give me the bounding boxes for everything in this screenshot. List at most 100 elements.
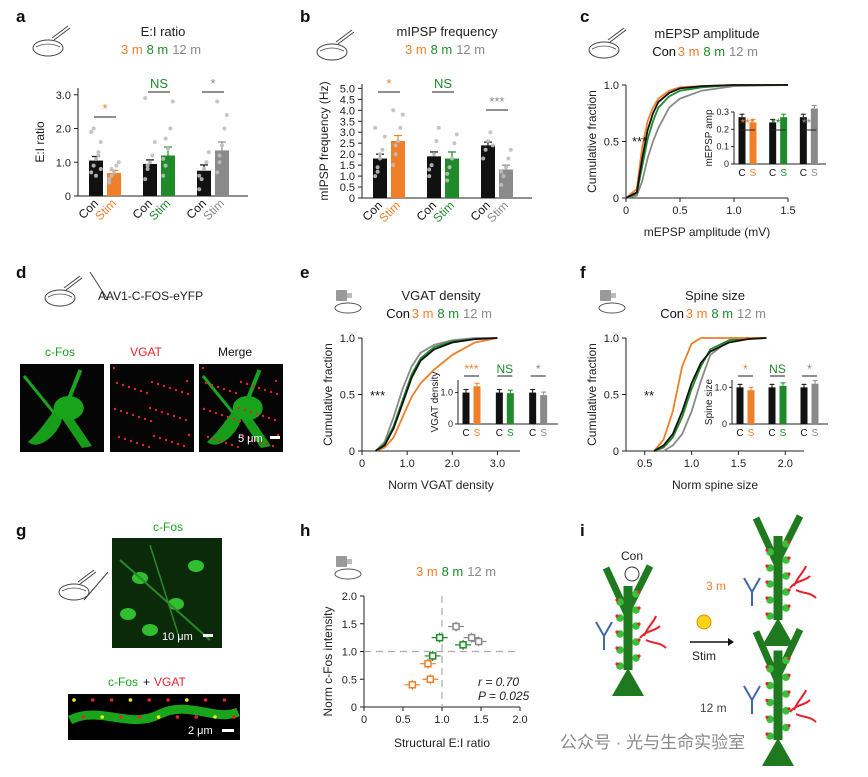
legend-panel_b-1: 8 m xyxy=(431,42,453,57)
micro-vgat-puncta xyxy=(125,411,129,415)
panel_a-xcat-5: Stim xyxy=(200,196,227,223)
brain-icon-panel-d-fiber2 xyxy=(65,277,83,291)
micro-g-puncta xyxy=(232,715,236,719)
schematic-3m-synapse xyxy=(765,564,769,568)
micro-vgat-puncta xyxy=(133,387,137,391)
scale-bar-label: 5 μm xyxy=(238,433,263,445)
panel_b-dot xyxy=(501,174,506,179)
panel_e-inset-bar-5 xyxy=(540,395,548,424)
panel_b-dot xyxy=(396,139,400,143)
scope-icon-panel-h-lens xyxy=(347,559,352,564)
panel_a-dot xyxy=(220,143,224,148)
panel-h-ytick-label: 0 xyxy=(351,702,357,714)
micro-vgat-puncta xyxy=(152,434,156,438)
legend-panel_e-0: Con xyxy=(386,306,410,321)
panel_c-inset-ytick-label: 0 xyxy=(724,159,729,169)
micro-g-puncta xyxy=(119,715,123,719)
legend-panel_c-2: 8 m xyxy=(703,44,725,59)
panel_b-ytick-label: 0 xyxy=(349,193,355,205)
micro-g-puncta xyxy=(175,715,180,719)
schematic-con-synapse xyxy=(615,646,619,650)
panel-h-xtick-label: 0 xyxy=(361,714,367,726)
panel_c-inset-bar-0 xyxy=(738,117,746,164)
panel_a-bar-1 xyxy=(107,173,121,196)
panel_e-xtick-label: 1.0 xyxy=(399,458,414,470)
watermark-text: 公众号 · 光与生命实验室 xyxy=(560,733,745,752)
micro-vgat-puncta xyxy=(187,433,191,437)
panel-h-point-2 xyxy=(424,659,432,668)
panel_c-xlabel: mEPSP amplitude (mV) xyxy=(644,225,771,239)
micro-merge-puncta xyxy=(255,412,259,416)
panel_f-inset-sig-2: * xyxy=(807,362,812,376)
panel-h-xtick-label: 1.5 xyxy=(473,714,488,726)
panel_a-dot xyxy=(152,140,157,144)
panel_a-dot xyxy=(215,170,220,175)
micro-g-puncta xyxy=(109,698,114,702)
injection-needle xyxy=(89,271,109,301)
scope-icon-panel_e xyxy=(336,290,347,301)
panel_e-ylabel: Cumulative fraction xyxy=(321,343,335,446)
panel_a-dot xyxy=(215,99,220,104)
panel_b-dot xyxy=(445,171,450,176)
micro-vgat-puncta xyxy=(158,436,162,440)
brain-icon-panel-g-fold xyxy=(61,587,87,592)
panel-h-point-1 xyxy=(426,675,435,683)
panel_b-dot xyxy=(380,147,385,152)
panel_b-dot xyxy=(504,165,508,170)
panel-g-needle xyxy=(83,571,109,601)
panel_a-dot xyxy=(98,140,103,144)
panel_a-dot xyxy=(163,163,168,168)
legend-panel_b-0: 3 m xyxy=(405,42,427,57)
panel_a-ylabel: E:I ratio xyxy=(33,121,47,163)
micro-merge-puncta xyxy=(214,411,218,415)
panel_b-dot xyxy=(391,108,396,113)
micro-g-cell-4 xyxy=(120,608,136,620)
panel_e-inset-cat-2: C xyxy=(496,428,503,439)
panel_b-dot xyxy=(427,167,432,172)
schematic-12m-synapse xyxy=(765,715,769,719)
panel-h-point-8 xyxy=(467,633,476,642)
micro-merge-puncta xyxy=(206,435,210,439)
panel_b-dot xyxy=(452,141,457,146)
micro-merge-puncta xyxy=(241,434,245,438)
micro-merge-dendrite xyxy=(245,369,262,400)
micro-merge-puncta xyxy=(237,406,241,410)
brain-icon-panel_c-fold xyxy=(591,45,617,50)
schematic-3m-synapse xyxy=(787,604,791,608)
micro-cfos-soma xyxy=(53,396,84,420)
schematic-12m-synapse xyxy=(787,724,791,728)
brain-icon-panel-g xyxy=(58,583,90,601)
micro-merge-puncta xyxy=(222,387,226,391)
panel_f-inset-ylabel: Spine size xyxy=(704,378,715,425)
micro-merge-puncta xyxy=(208,409,212,413)
stim-arrow-head xyxy=(728,638,734,646)
micro-g-process xyxy=(119,559,211,641)
micro-merge-puncta xyxy=(204,381,208,385)
panel-letter-f: f xyxy=(580,263,586,282)
micro-vgat-puncta xyxy=(166,412,170,416)
lightbulb-on-icon xyxy=(696,614,712,630)
panel-letter-d: d xyxy=(16,263,26,282)
schematic-3m-synapse xyxy=(765,548,769,552)
panel_b-dot xyxy=(382,134,387,139)
panel_c-inset-sig-2: *** xyxy=(802,116,816,130)
micro-merge-puncta xyxy=(249,410,253,414)
panel-h-p: P = 0.025 xyxy=(478,689,530,703)
schematic-12m-synapse xyxy=(787,707,791,711)
panel_b-dot xyxy=(378,156,382,161)
panel_c-inset-ytick-label: 0.2 xyxy=(716,124,729,134)
schematic-12m-synapse xyxy=(787,673,791,677)
panel_b-dot xyxy=(393,143,398,148)
panel-h-ytick-label: 0.5 xyxy=(342,674,357,686)
panel_a-ytick-label: 1.0 xyxy=(56,157,71,169)
micro-merge-puncta xyxy=(243,408,247,412)
micro-merge-puncta xyxy=(247,436,251,440)
panel_b-ytick-label: 2.0 xyxy=(340,149,355,161)
panel-g-scale-bottom: 2 μm xyxy=(188,725,213,737)
panel_c-series-Con xyxy=(625,84,788,199)
legend-panel_b-2: 12 m xyxy=(456,42,485,57)
micro-merge-puncta xyxy=(234,391,238,395)
brain-icon-panel_b-fold xyxy=(319,47,345,52)
schematic-12m-inhib xyxy=(743,685,761,714)
scale-bar-g-top xyxy=(203,634,213,637)
